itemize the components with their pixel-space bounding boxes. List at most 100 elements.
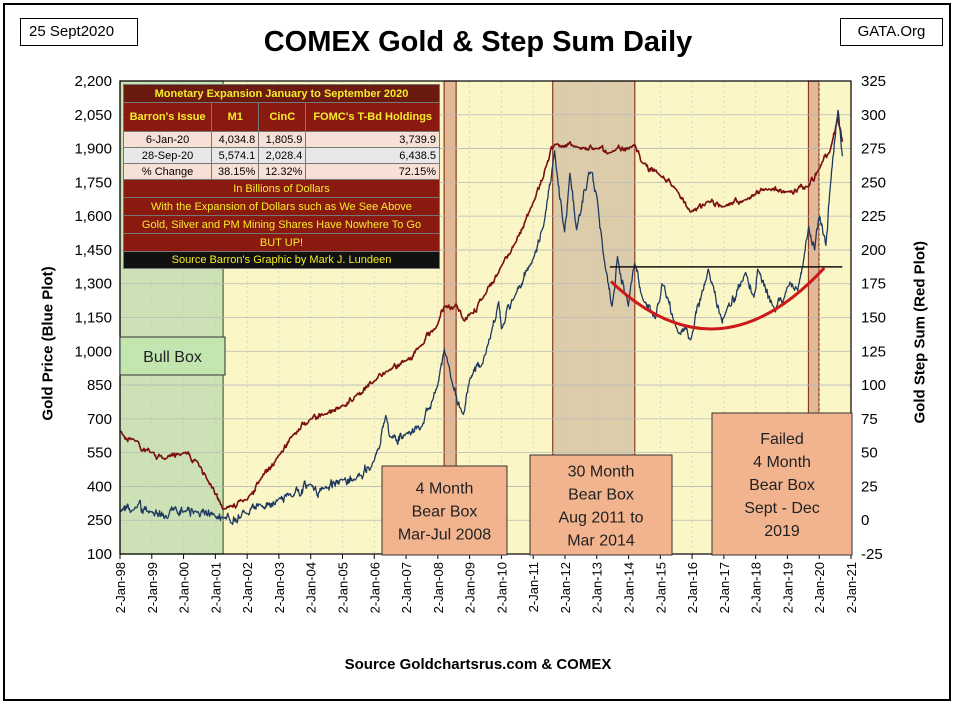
table-cell: 28-Sep-20 [122, 147, 213, 164]
right-tick-label: 275 [861, 141, 886, 158]
table-title: Monetary Expansion January to September … [123, 84, 440, 103]
x-tick-label: 2-Jan-11 [526, 562, 541, 612]
annotation-text: Sept - Dec [744, 500, 820, 517]
x-tick-label: 2-Jan-03 [272, 562, 287, 613]
gold-price-line [119, 109, 844, 526]
table-cell: 1,805.9 [258, 131, 307, 148]
x-tick-label: 2-Jan-04 [304, 562, 319, 613]
left-tick-label: 550 [87, 445, 112, 462]
left-tick-label: 1,600 [74, 208, 112, 225]
x-tick-label: 2-Jan-18 [749, 562, 764, 613]
x-tick-label: 2-Jan-15 [653, 562, 668, 613]
right-tick-label: 100 [861, 377, 886, 394]
x-tick-label: 2-Jan-20 [812, 562, 827, 613]
right-tick-label: 75 [861, 411, 878, 428]
left-tick-label: 2,200 [74, 73, 112, 90]
table-note: With the Expansion of Dollars such as We… [123, 197, 440, 216]
x-tick-label: 2-Jan-21 [844, 562, 859, 613]
chart-title: COMEX Gold & Step Sum Daily [263, 26, 693, 58]
x-tick-label: 2-Jan-99 [145, 562, 160, 613]
x-tick-label: 2-Jan-16 [685, 562, 700, 613]
right-axis-label: Gold Step Sum (Red Plot) [911, 241, 929, 424]
site-label: GATA.Org [840, 18, 943, 46]
x-tick-label: 2-Jan-00 [177, 562, 192, 613]
monetary-expansion-table: Monetary Expansion January to September … [122, 84, 440, 269]
source-caption: Source Goldchartsrus.com & COMEX [344, 656, 612, 673]
left-tick-label: 1,450 [74, 242, 112, 259]
left-tick-label: 850 [87, 377, 112, 394]
annotation-text: Bear Box [412, 504, 478, 521]
x-tick-label: 2-Jan-05 [335, 562, 350, 613]
x-tick-label: 2-Jan-01 [208, 562, 223, 613]
right-tick-label: 225 [861, 208, 886, 225]
table-header: FOMC's T-Bd Holdings [305, 102, 440, 132]
x-tick-label: 2-Jan-10 [494, 562, 509, 613]
table-header: M1 [211, 102, 260, 132]
table-note: In Billions of Dollars [123, 179, 440, 198]
table-cell: 12.32% [258, 163, 307, 180]
left-tick-label: 100 [87, 546, 112, 563]
right-tick-label: 250 [861, 174, 886, 191]
step-sum-line [119, 116, 844, 511]
right-tick-label: 325 [861, 73, 886, 90]
annotation-text: 2019 [764, 523, 800, 540]
right-tick-label: 125 [861, 343, 886, 360]
bear-2008-label [381, 465, 508, 556]
left-axis-label: Gold Price (Blue Plot) [39, 266, 57, 421]
right-tick-label: 200 [861, 242, 886, 259]
table-cell: 5,574.1 [211, 147, 260, 164]
cup-curve [609, 266, 826, 331]
x-tick-label: 2-Jan-13 [590, 562, 605, 613]
annotation-text: 4 Month [416, 481, 474, 498]
bull-box-label [119, 336, 226, 376]
right-tick-label: 50 [861, 445, 878, 462]
x-tick-label: 2-Jan-14 [622, 562, 637, 613]
x-tick-label: 2-Jan-19 [780, 562, 795, 613]
right-tick-label: 150 [861, 310, 886, 327]
annotation-text: Mar-Jul 2008 [398, 527, 491, 544]
right-tick-label: 0 [861, 512, 869, 529]
x-tick-label: 2-Jan-12 [558, 562, 573, 613]
annotation-text: Bull Box [143, 349, 202, 366]
right-tick-label: 25 [861, 478, 878, 495]
table-cell: 38.15% [211, 163, 260, 180]
table-cell: 4,034.8 [211, 131, 260, 148]
right-tick-label: 175 [861, 276, 886, 293]
x-tick-label: 2-Jan-08 [431, 562, 446, 613]
table-cell: 2,028.4 [258, 147, 307, 164]
annotation-text: Bear Box [749, 477, 815, 494]
table-note: BUT UP! [123, 233, 440, 252]
table-cell: 72.15% [305, 163, 440, 180]
left-tick-label: 1,000 [74, 343, 112, 360]
x-tick-label: 2-Jan-06 [367, 562, 382, 613]
left-tick-label: 2,050 [74, 107, 112, 124]
left-tick-label: 1,750 [74, 174, 112, 191]
annotation-text: 30 Month [568, 464, 635, 481]
left-tick-label: 1,150 [74, 310, 112, 327]
table-credit: Source Barron's Graphic by Mark J. Lunde… [123, 251, 440, 269]
annotation-text: Failed [760, 431, 804, 448]
x-tick-label: 2-Jan-02 [240, 562, 255, 613]
left-tick-label: 1,900 [74, 141, 112, 158]
x-tick-label: 2-Jan-07 [399, 562, 414, 613]
date-stamp: 25 Sept2020 [20, 18, 138, 46]
left-tick-label: 1,300 [74, 276, 112, 293]
table-cell: 3,739.9 [305, 131, 440, 148]
table-cell: 6,438.5 [305, 147, 440, 164]
table-header: Barron's Issue [122, 102, 213, 132]
annotation-text: 4 Month [753, 454, 811, 471]
left-tick-label: 700 [87, 411, 112, 428]
left-tick-label: 400 [87, 478, 112, 495]
annotation-text: Mar 2014 [567, 533, 635, 550]
table-cell: 6-Jan-20 [122, 131, 213, 148]
annotation-text: Bear Box [568, 487, 634, 504]
table-cell: % Change [122, 163, 213, 180]
right-tick-label: -25 [861, 546, 883, 563]
left-tick-label: 250 [87, 512, 112, 529]
x-tick-label: 2-Jan-17 [717, 562, 732, 613]
bear-2011-label [529, 454, 673, 556]
right-tick-label: 300 [861, 107, 886, 124]
table-note: Gold, Silver and PM Mining Shares Have N… [123, 215, 440, 234]
bear-2019-label [711, 412, 853, 556]
table-header: CinC [258, 102, 307, 132]
